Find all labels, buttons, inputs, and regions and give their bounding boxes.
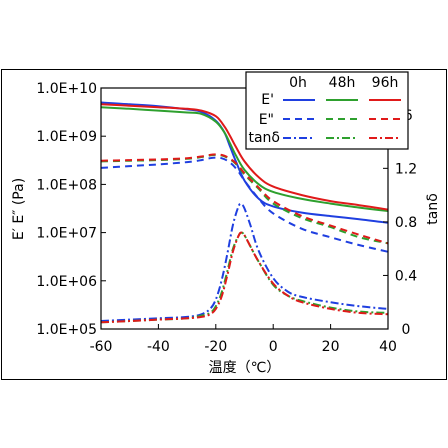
y-left-tick-label: 1.0E+06 (36, 274, 97, 290)
x-tick-label: -40 (147, 339, 170, 355)
y-left-tick-label: 1.0E+10 (36, 81, 97, 97)
y-right-tick-label: 1.2 (395, 161, 417, 177)
y-right-tick-label: 0.4 (395, 268, 417, 284)
x-tick-label: 0 (269, 339, 278, 355)
legend-box (245, 71, 409, 150)
legend-label-e-double-prime: E" (259, 112, 274, 128)
legend: 0h 48h 96h E' E" tanδ (245, 71, 409, 150)
legend-label-e-prime: E' (261, 92, 274, 108)
y-left-tick-label: 1.0E+07 (36, 226, 97, 242)
y-left-tick-label: 1.0E+05 (36, 322, 97, 338)
series-line-e-0h (100, 156, 389, 253)
series-line-tanδ-96h (100, 231, 389, 324)
y-right-tick-label: 0 (402, 322, 411, 338)
plot-area-frame (100, 87, 389, 330)
series-line-e-48h (100, 106, 389, 212)
y-axis-right-title: tanδ (425, 193, 441, 225)
x-tick-label: 20 (322, 339, 340, 355)
series-line-e-96h (100, 103, 389, 211)
x-tick-label: -20 (204, 339, 227, 355)
figure-border (1, 69, 447, 380)
legend-header-48h: 48h (329, 75, 356, 91)
series-line-tanδ-0h (100, 202, 389, 322)
y-right-tick-label: 0.8 (395, 215, 417, 231)
legend-label-tan-delta: tanδ (248, 130, 280, 146)
x-tick-label: 40 (379, 339, 397, 355)
plot-series (100, 101, 389, 324)
x-tick-label: -60 (90, 339, 113, 355)
y-axis-left: 1.0E+05 1.0E+06 1.0E+07 1.0E+08 1.0E+09 1.0E+… (36, 81, 106, 338)
series-line-tanδ-48h (100, 231, 389, 324)
y-left-tick-label: 1.0E+08 (36, 177, 97, 193)
x-axis-title: 温度（℃） (209, 360, 281, 376)
legend-header-0h: 0h (289, 75, 307, 91)
y-left-tick-label: 1.0E+09 (36, 129, 97, 145)
y-axis-left-title: E′ E″ (Pa) (11, 178, 27, 240)
series-line-e-48h (100, 153, 389, 245)
legend-header-96h: 96h (372, 75, 399, 91)
x-axis: -60 -40 -20 0 20 40 (90, 324, 397, 355)
series-line-e-96h (100, 153, 389, 245)
